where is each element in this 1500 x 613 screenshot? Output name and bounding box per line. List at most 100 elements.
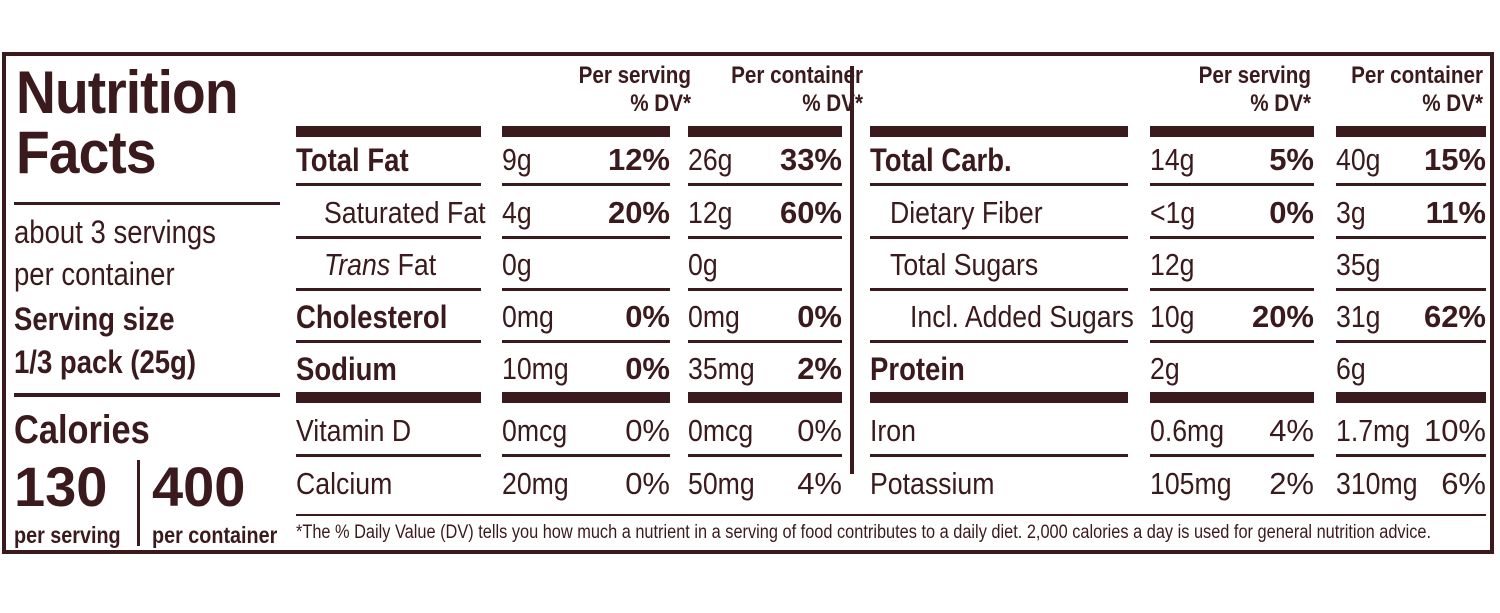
- footnote-rule: [296, 514, 1486, 516]
- left-rule-3-0: [296, 288, 481, 291]
- left-rule-4-0: [296, 340, 481, 343]
- left-row-0-container-amount: 26g: [688, 142, 733, 177]
- serving-size-value: 1/3 pack (25g): [14, 344, 197, 380]
- right-rule-1-0: [870, 183, 1128, 186]
- calories-per-serving: 130: [14, 455, 108, 518]
- nutrition-facts-panel: Nutrition Facts about 3 servings per con…: [2, 52, 1494, 554]
- left-rule-2-2: [688, 236, 842, 239]
- right-row-0-serving-dv: 5%: [1269, 142, 1314, 177]
- servings-line2: per container: [14, 256, 175, 292]
- right-rule-0-0: [870, 126, 1128, 137]
- left-row-0-name: Total Fat: [296, 142, 409, 178]
- right-row-5-name: Iron: [870, 413, 916, 448]
- right-header-serving-dv: % DV*: [1250, 90, 1311, 117]
- right-rule-6-2: [1336, 454, 1486, 457]
- right-rule-2-2: [1336, 236, 1486, 239]
- right-rule-4-0: [870, 340, 1128, 343]
- left-row-4-container-amount: 35mg: [688, 351, 755, 386]
- right-rule-1-2: [1336, 183, 1486, 186]
- right-row-4-name: Protein: [870, 351, 965, 387]
- left-row-1-name: Saturated Fat: [324, 195, 486, 230]
- left-rule-3-2: [688, 288, 842, 291]
- right-row-6-serving-amount: 105mg: [1150, 466, 1232, 501]
- left-row-6-container-amount: 50mg: [688, 466, 755, 501]
- serving-size-label: Serving size: [14, 301, 175, 337]
- right-rule-5-1: [1150, 392, 1314, 403]
- right-row-3-container-dv: 62%: [1423, 299, 1486, 334]
- right-row-0-name: Total Carb.: [870, 142, 1012, 178]
- footnote: *The % Daily Value (DV) tells you how mu…: [296, 522, 1432, 543]
- right-rule-4-1: [1150, 340, 1314, 343]
- left-row-4-name: Sodium: [296, 351, 397, 387]
- right-row-4-serving-amount: 2g: [1150, 351, 1180, 386]
- left-rule-2-1: [502, 236, 670, 239]
- left-row-4-serving-dv: 0%: [625, 351, 670, 386]
- left-rule-5-0: [296, 392, 481, 403]
- right-rule-3-2: [1336, 288, 1486, 291]
- right-rule-2-1: [1150, 236, 1314, 239]
- left-rule-1-0: [296, 183, 481, 186]
- right-row-1-name: Dietary Fiber: [890, 195, 1043, 230]
- left-header-per-serving: Per serving: [578, 62, 691, 89]
- right-row-6-name: Potassium: [870, 466, 995, 501]
- left-row-0-container-dv: 33%: [779, 142, 842, 177]
- left-rule-1-2: [688, 183, 842, 186]
- left-rule-5-1: [502, 392, 670, 403]
- left-rule-6-1: [502, 454, 670, 457]
- right-row-0-container-amount: 40g: [1336, 142, 1381, 177]
- left-row-0-serving-amount: 9g: [502, 142, 532, 177]
- calories-per-container: 400: [152, 455, 246, 518]
- left-rule-6-2: [688, 454, 842, 457]
- right-row-1-container-dv: 11%: [1425, 195, 1486, 230]
- left-row-6-container-dv: 4%: [797, 466, 842, 501]
- left-rule-4-1: [502, 340, 670, 343]
- left-row-2-name-rest: Fat: [390, 247, 437, 282]
- left-rule-2-0: [296, 236, 481, 239]
- left-row-3-container-dv: 0%: [797, 299, 842, 334]
- calories-label: Calories: [14, 408, 150, 452]
- right-row-3-container-amount: 31g: [1336, 299, 1381, 334]
- left-header-container-dv: % DV*: [802, 90, 863, 117]
- right-row-5-serving-amount: 0.6mg: [1150, 413, 1225, 448]
- right-row-1-serving-dv: 0%: [1269, 195, 1314, 230]
- left-rule-3-1: [502, 288, 670, 291]
- right-row-1-serving-amount: <1g: [1150, 195, 1196, 230]
- left-rule-4-2: [688, 340, 842, 343]
- right-rule-4-2: [1336, 340, 1486, 343]
- left-row-6-serving-dv: 0%: [625, 466, 670, 501]
- right-header-container-dv: % DV*: [1422, 90, 1483, 117]
- calories-divider: [137, 460, 140, 546]
- right-row-6-container-amount: 310mg: [1336, 466, 1418, 501]
- right-rule-2-0: [870, 236, 1128, 239]
- right-header-per-serving: Per serving: [1198, 62, 1311, 89]
- right-row-3-serving-dv: 20%: [1251, 299, 1314, 334]
- left-row-5-container-dv: 0%: [797, 413, 842, 448]
- right-rule-3-0: [870, 288, 1128, 291]
- left-row-2-name: Trans Fat: [324, 247, 436, 283]
- left-rule-0-2: [688, 126, 842, 137]
- left-row-2-name-prefix: Trans: [324, 247, 391, 282]
- left-row-5-serving-dv: 0%: [625, 413, 670, 448]
- left-row-3-container-amount: 0mg: [688, 299, 740, 334]
- left-row-1-serving-amount: 4g: [502, 195, 532, 230]
- left-row-1-serving-dv: 20%: [607, 195, 670, 230]
- right-row-6-serving-dv: 2%: [1269, 466, 1314, 501]
- right-row-5-serving-dv: 4%: [1269, 413, 1314, 448]
- left-row-6-serving-amount: 20mg: [502, 466, 569, 501]
- right-rule-0-1: [1150, 126, 1314, 137]
- right-row-2-container-amount: 35g: [1336, 247, 1381, 282]
- left-row-3-serving-dv: 0%: [625, 299, 670, 334]
- title-line2: Facts: [16, 119, 157, 186]
- right-row-3-name: Incl. Added Sugars: [910, 299, 1134, 334]
- right-rule-1-1: [1150, 183, 1314, 186]
- left-header-serving-dv: % DV*: [630, 90, 691, 117]
- per-serving-label: per serving: [14, 522, 121, 548]
- left-row-0-serving-dv: 12%: [607, 142, 670, 177]
- left-rule-6-0: [296, 454, 481, 457]
- right-rule-5-2: [1336, 392, 1486, 403]
- right-row-0-container-dv: 15%: [1423, 142, 1486, 177]
- right-row-1-container-amount: 3g: [1336, 195, 1366, 230]
- left-rule-1-1: [502, 183, 670, 186]
- left-rule-0-0: [296, 126, 481, 137]
- left-rule-0-1: [502, 126, 670, 137]
